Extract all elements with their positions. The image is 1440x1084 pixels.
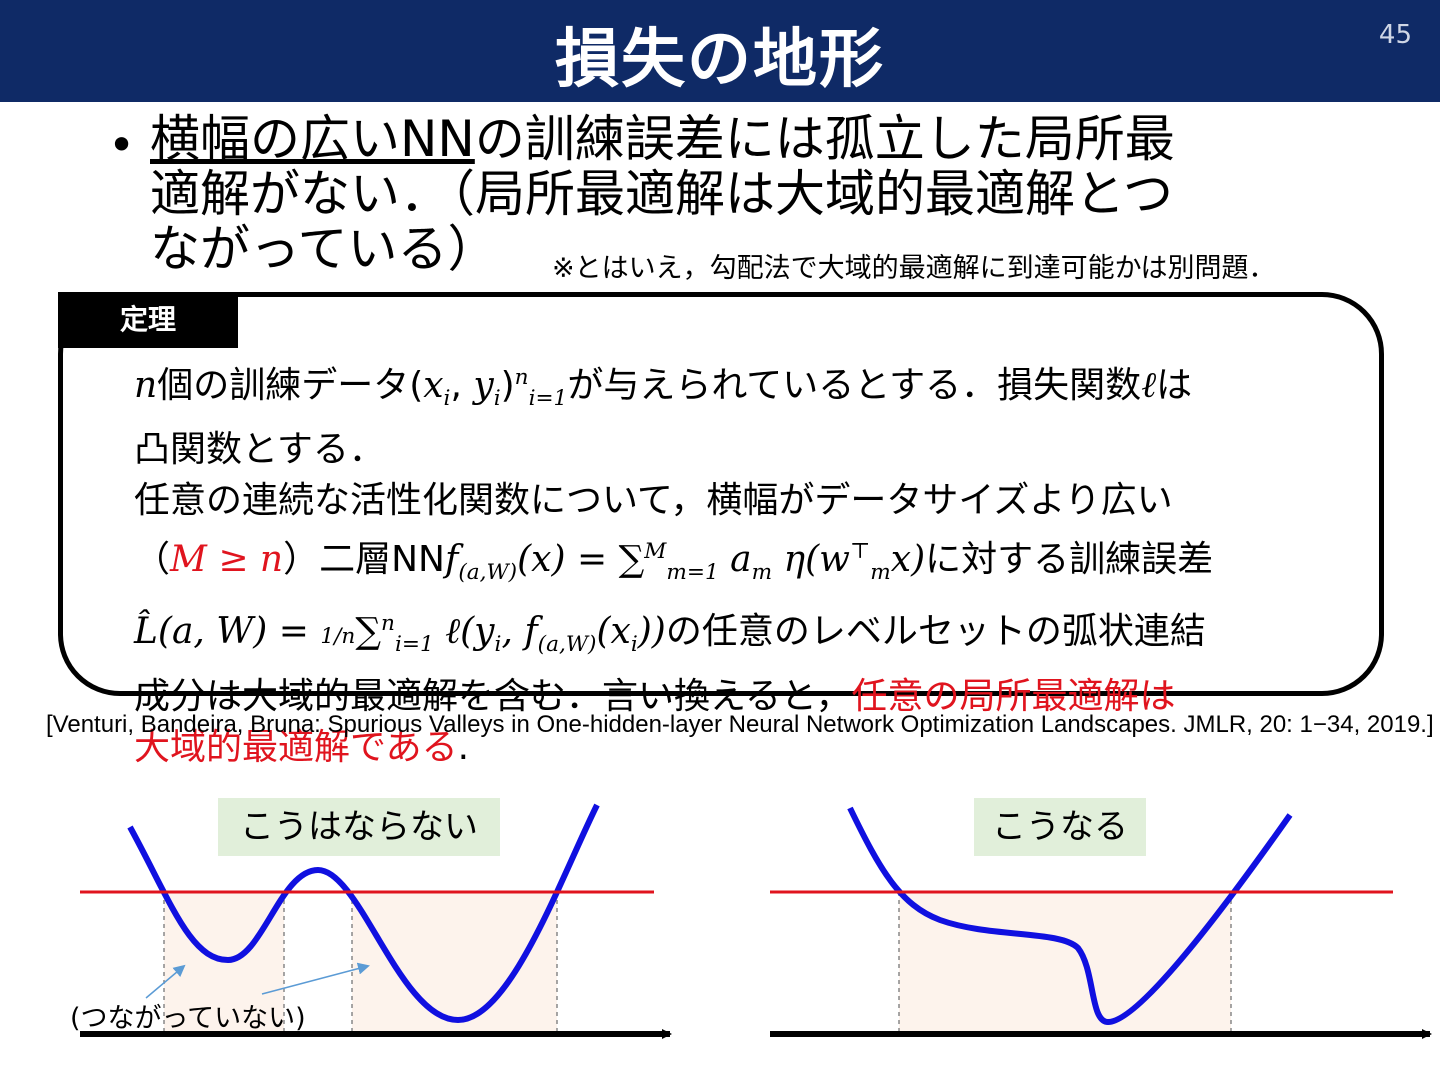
slide-title: 損失の地形 xyxy=(555,23,885,97)
theorem-box xyxy=(58,292,1384,696)
side-note: ※とはいえ，勾配法で大域的最適解に到達可能かは別問題． xyxy=(552,253,1276,284)
width-condition: M ≥ n xyxy=(170,539,284,581)
right-figure-label: こうなる xyxy=(974,798,1146,856)
page-number: 45 xyxy=(1378,20,1412,50)
theorem-line-7: 大域的最適解である. xyxy=(134,726,470,768)
main-bullet-text: 横幅の広いNNの訓練誤差には孤立した局所最 適解がない．（局所最適解は大域的最適… xyxy=(150,112,1350,277)
theorem-line-3: 任意の連続な活性化関数について，横幅がデータサイズより広い xyxy=(134,480,1173,522)
disconnected-note: (つながっていない) xyxy=(70,1003,306,1034)
theorem-line-6: 成分は大域的最適解を含む．言い換えると，任意の局所最適解は xyxy=(134,675,1176,717)
landscape-figures: こうはならない こうなる (つながっていない) xyxy=(0,780,1440,1080)
note-arrow xyxy=(145,964,186,999)
theorem-text: n個の訓練データ(xi, yi)ni=1が与えられているとする．損失関数ℓは 凸… xyxy=(134,352,1334,773)
title-bar: 損失の地形 45 xyxy=(0,0,1440,102)
bullet-icon: • xyxy=(108,118,136,172)
bullet-line2: 適解がない．（局所最適解は大域的最適解とつ xyxy=(150,165,1173,223)
theorem-line-5: L̂(a, W) = 1/n∑ni=1 ℓ(yi, f(a,W)(xi))の任意… xyxy=(134,611,1206,658)
theorem-line-4: （M ≥ n）二層NNf(a,W)(x) = ∑Mm=1 am η(w⊤mx)に… xyxy=(134,539,1214,586)
sublevel-region-2 xyxy=(352,892,557,1034)
left-figure-label: こうはならない xyxy=(218,798,500,856)
bullet-line3: ながっている） xyxy=(150,220,498,278)
citation: [Venturi, Bandeira, Bruna: Spurious Vall… xyxy=(46,711,1434,738)
note-arrow xyxy=(261,962,370,995)
theorem-tab: 定理 xyxy=(58,292,238,348)
theorem-line-2: 凸関数とする． xyxy=(134,429,385,471)
loss-curve-connected xyxy=(847,806,1293,1026)
theorem-line-1: n個の訓練データ(xi, yi)ni=1が与えられているとする．損失関数ℓは xyxy=(134,365,1193,412)
underlined-phrase: 横幅の広いNN xyxy=(150,110,475,168)
loss-curve-disconnected xyxy=(127,803,600,1024)
bullet-line1-rest: の訓練誤差には孤立した局所最 xyxy=(474,110,1175,168)
landscape-diagram xyxy=(80,803,1432,1039)
sublevel-region-1 xyxy=(164,892,284,1034)
